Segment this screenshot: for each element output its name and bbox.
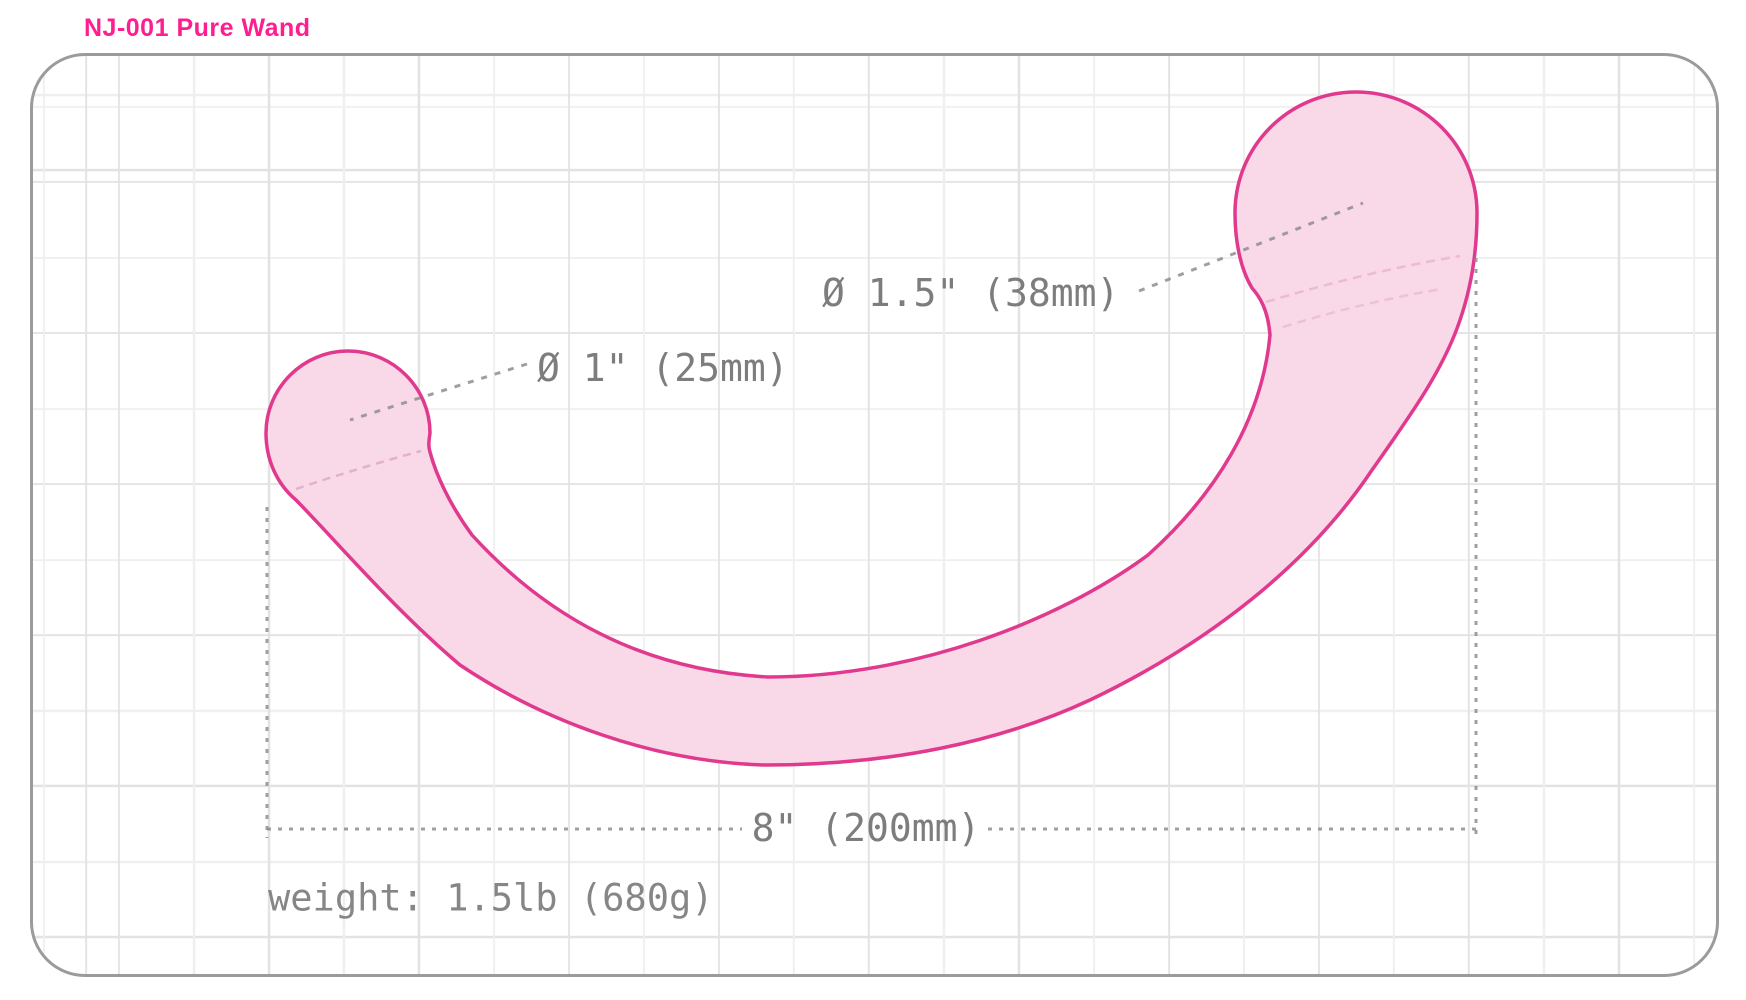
small-bulb-neck-line xyxy=(295,449,422,491)
length-dimension-label: 8" (200mm) xyxy=(751,806,981,850)
weight-label: weight: 1.5lb (680g) xyxy=(268,876,714,920)
leader-line-large-bulb xyxy=(1138,201,1364,293)
wand-body xyxy=(264,90,1479,767)
small-bulb-diameter-label: Ø 1" (25mm) xyxy=(537,346,789,390)
large-bulb-neck-line-lower xyxy=(1282,287,1442,329)
page-title: NJ-001 Pure Wand xyxy=(84,14,311,42)
leader-line-small-bulb xyxy=(349,362,528,422)
large-bulb-diameter-label: Ø 1.5" (38mm) xyxy=(822,271,1120,315)
